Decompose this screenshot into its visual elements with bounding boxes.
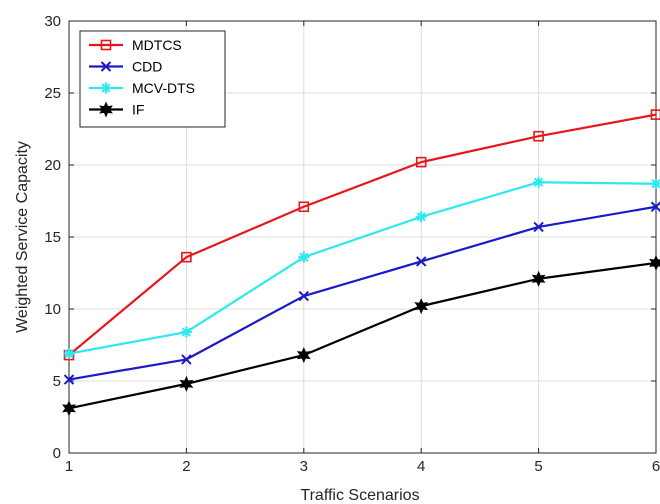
data-point [296,347,311,364]
legend-marker [100,39,112,51]
legend-label: IF [132,102,144,118]
series-line [68,261,657,410]
tick-labels: 0 5 10 15 20 25 30 1 2 3 4 5 6 [44,13,660,475]
data-point [650,109,660,120]
x-axis-label: Traffic Scenarios [300,487,419,504]
data-point [180,326,192,338]
data-point [415,211,427,223]
series-line [68,205,657,381]
legend: MDTCS CDD MCV-DTS IF [79,30,226,128]
legend-entry: MDTCS [89,37,182,53]
series-lines [62,109,660,417]
legend-marker [99,101,113,118]
series-line [68,181,657,355]
data-point [298,251,310,263]
legend-entry: IF [89,102,144,118]
data-point [533,221,544,233]
legend-label: MDTCS [132,37,182,53]
x-tick-label: 4 [417,458,425,475]
legend-entry: MCV-DTS [89,80,195,96]
data-point [649,254,660,271]
y-tick-label: 10 [44,301,61,318]
data-point [181,251,192,263]
legend-marker [100,82,112,94]
y-tick-label: 30 [44,13,61,30]
legend-marker [100,61,112,72]
data-point [62,400,76,417]
legend-entry: CDD [89,59,162,75]
y-tick-label: 5 [53,373,61,390]
data-point [650,178,660,190]
series-if [62,254,660,417]
data-point [63,374,75,385]
data-point [533,130,544,142]
data-point [650,201,660,212]
series-mdtcs [63,109,660,361]
y-tick-label: 25 [44,85,61,102]
y-tick-label: 20 [44,157,61,174]
legend-label: CDD [132,59,162,75]
x-tick-label: 1 [65,458,73,475]
x-tick-label: 6 [652,458,660,475]
data-point [531,270,546,287]
data-point [179,375,194,392]
data-point [298,201,310,213]
data-point [415,256,427,267]
data-point [533,176,545,188]
x-tick-label: 5 [534,458,542,475]
x-tick-label: 2 [182,458,190,475]
y-tick-label: 0 [53,445,61,462]
x-tick-label: 3 [300,458,308,475]
series-line [68,113,657,356]
data-point [415,156,427,168]
series-mcv-dts [63,176,660,360]
axes [68,20,657,454]
data-point [63,348,75,360]
y-axis-label: Weighted Service Capacity [14,141,31,333]
legend-label: MCV-DTS [132,80,195,96]
y-tick-label: 15 [44,229,61,246]
data-point [181,354,192,365]
series-cdd [63,201,660,385]
data-point [414,298,429,315]
data-point [298,290,310,302]
